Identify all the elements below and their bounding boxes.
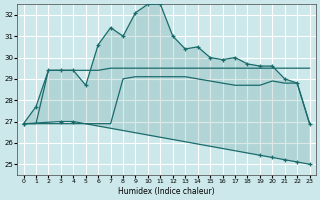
Polygon shape: [24, 4, 310, 164]
X-axis label: Humidex (Indice chaleur): Humidex (Indice chaleur): [118, 187, 215, 196]
